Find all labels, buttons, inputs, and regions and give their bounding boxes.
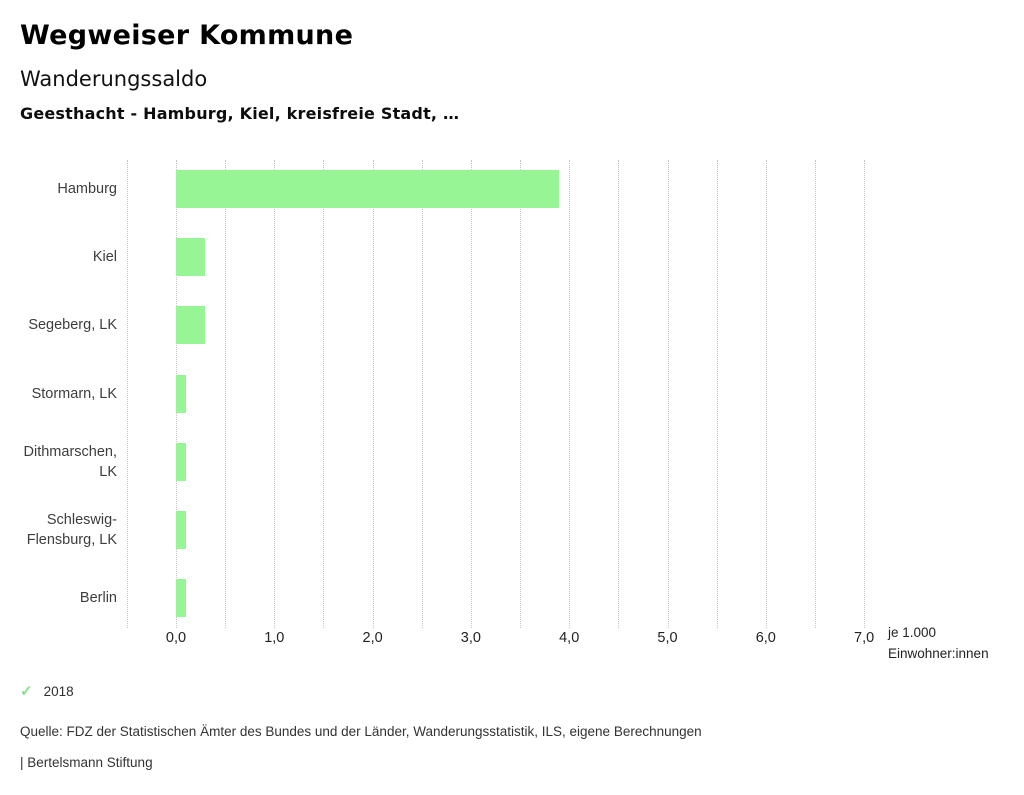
gridline	[274, 160, 276, 628]
source-text: Quelle: FDZ der Statistischen Ämter des …	[20, 724, 702, 739]
legend-item-2018[interactable]: ✓ 2018	[20, 684, 74, 699]
chart-subtitle: Geesthacht - Hamburg, Kiel, kreisfreie S…	[20, 104, 460, 123]
gridline	[421, 160, 423, 628]
bar-schleswig-flensburg-lk[interactable]	[176, 511, 186, 549]
gridline	[372, 160, 374, 628]
x-tick-label: 4,0	[559, 630, 580, 646]
gridline	[716, 160, 718, 628]
x-tick-label: 0,0	[165, 630, 187, 646]
gridline	[470, 160, 472, 628]
bar-segeberg-lk[interactable]	[176, 306, 206, 345]
x-tick-label: 7,0	[854, 630, 875, 646]
bar-berlin[interactable]	[176, 579, 186, 618]
category-label: Schleswig-Flensburg, LK	[26, 512, 117, 548]
category-label: Kiel	[92, 249, 117, 266]
bar-hamburg[interactable]	[176, 170, 560, 208]
page-title: Wanderungssaldo	[20, 67, 208, 91]
attribution-text: | Bertelsmann Stiftung	[20, 755, 153, 770]
x-tick-label: 1,0	[264, 630, 285, 646]
x-tick-label: 3,0	[460, 630, 481, 646]
check-icon: ✓	[20, 683, 33, 700]
category-label: Berlin	[79, 590, 117, 607]
x-tick-label: 6,0	[755, 630, 776, 646]
axis-unit-line2: Einwohner:innen	[888, 646, 989, 661]
gridline	[618, 160, 620, 628]
bar-dithmarschen-lk[interactable]	[176, 442, 186, 481]
gridline	[814, 160, 816, 628]
legend-year-label: 2018	[43, 684, 74, 699]
gridline	[225, 160, 227, 628]
gridline	[126, 160, 128, 628]
gridline	[667, 160, 669, 628]
category-label: Stormarn, LK	[31, 385, 117, 402]
gridline	[765, 160, 767, 628]
gridline	[864, 160, 866, 628]
category-label: Hamburg	[57, 181, 117, 197]
category-label: Dithmarschen, LK	[23, 443, 117, 480]
x-tick-label: 5,0	[657, 630, 678, 646]
x-tick-label: 2,0	[362, 630, 383, 646]
bar-kiel[interactable]	[176, 238, 206, 277]
axis-unit-line1: je 1.000	[888, 625, 937, 640]
bar-stormarn-lk[interactable]	[176, 374, 186, 413]
app-title: Wegweiser Kommune	[20, 20, 354, 51]
category-label: Segeberg, LK	[28, 317, 117, 334]
gridline	[569, 160, 571, 628]
axis-unit-label: je 1.000 Einwohner:innen	[888, 622, 989, 664]
gridline	[323, 160, 325, 628]
gridline	[520, 160, 522, 628]
